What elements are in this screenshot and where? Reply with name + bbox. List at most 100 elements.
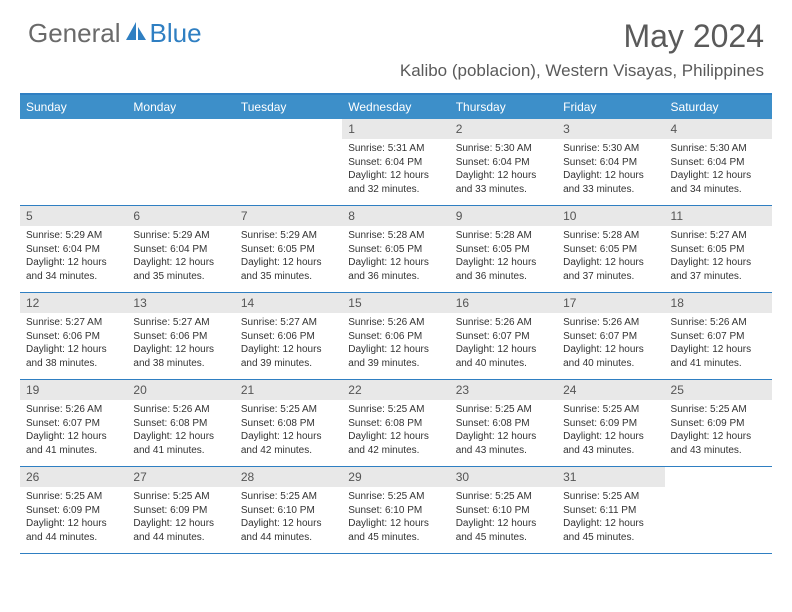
day-body: Sunrise: 5:27 AMSunset: 6:05 PMDaylight:…: [665, 226, 772, 289]
day-body: Sunrise: 5:25 AMSunset: 6:08 PMDaylight:…: [235, 400, 342, 463]
sunrise-line: Sunrise: 5:26 AM: [26, 403, 121, 417]
daylight-line: Daylight: 12 hours and 36 minutes.: [456, 256, 551, 283]
sunrise-line: Sunrise: 5:25 AM: [26, 490, 121, 504]
day-number: 23: [450, 380, 557, 400]
day-body: Sunrise: 5:29 AMSunset: 6:05 PMDaylight:…: [235, 226, 342, 289]
day-cell: 19Sunrise: 5:26 AMSunset: 6:07 PMDayligh…: [20, 380, 127, 466]
daylight-line: Daylight: 12 hours and 45 minutes.: [456, 517, 551, 544]
sunrise-line: Sunrise: 5:26 AM: [671, 316, 766, 330]
day-cell: 28Sunrise: 5:25 AMSunset: 6:10 PMDayligh…: [235, 467, 342, 553]
day-cell: 5Sunrise: 5:29 AMSunset: 6:04 PMDaylight…: [20, 206, 127, 292]
sunrise-line: Sunrise: 5:27 AM: [241, 316, 336, 330]
day-cell: 15Sunrise: 5:26 AMSunset: 6:06 PMDayligh…: [342, 293, 449, 379]
sunset-line: Sunset: 6:05 PM: [348, 243, 443, 257]
sunset-line: Sunset: 6:06 PM: [26, 330, 121, 344]
daylight-line: Daylight: 12 hours and 43 minutes.: [671, 430, 766, 457]
sunrise-line: Sunrise: 5:25 AM: [348, 490, 443, 504]
day-number: 29: [342, 467, 449, 487]
day-body: Sunrise: 5:25 AMSunset: 6:08 PMDaylight:…: [450, 400, 557, 463]
day-body: Sunrise: 5:25 AMSunset: 6:10 PMDaylight:…: [450, 487, 557, 550]
sunset-line: Sunset: 6:08 PM: [133, 417, 228, 431]
daylight-line: Daylight: 12 hours and 34 minutes.: [26, 256, 121, 283]
sunset-line: Sunset: 6:04 PM: [563, 156, 658, 170]
sunrise-line: Sunrise: 5:25 AM: [671, 403, 766, 417]
day-body: Sunrise: 5:26 AMSunset: 6:06 PMDaylight:…: [342, 313, 449, 376]
day-cell: 20Sunrise: 5:26 AMSunset: 6:08 PMDayligh…: [127, 380, 234, 466]
daylight-line: Daylight: 12 hours and 41 minutes.: [133, 430, 228, 457]
day-cell: 8Sunrise: 5:28 AMSunset: 6:05 PMDaylight…: [342, 206, 449, 292]
sunset-line: Sunset: 6:07 PM: [563, 330, 658, 344]
day-number: 22: [342, 380, 449, 400]
daylight-line: Daylight: 12 hours and 37 minutes.: [671, 256, 766, 283]
day-cell: 12Sunrise: 5:27 AMSunset: 6:06 PMDayligh…: [20, 293, 127, 379]
day-number: 27: [127, 467, 234, 487]
sunset-line: Sunset: 6:07 PM: [671, 330, 766, 344]
day-header: Sunday: [20, 95, 127, 119]
sunrise-line: Sunrise: 5:27 AM: [133, 316, 228, 330]
day-number: 3: [557, 119, 664, 139]
day-number: 24: [557, 380, 664, 400]
daylight-line: Daylight: 12 hours and 35 minutes.: [241, 256, 336, 283]
sunrise-line: Sunrise: 5:28 AM: [456, 229, 551, 243]
daylight-line: Daylight: 12 hours and 40 minutes.: [563, 343, 658, 370]
daylight-line: Daylight: 12 hours and 44 minutes.: [26, 517, 121, 544]
day-cell: 24Sunrise: 5:25 AMSunset: 6:09 PMDayligh…: [557, 380, 664, 466]
day-cell: 21Sunrise: 5:25 AMSunset: 6:08 PMDayligh…: [235, 380, 342, 466]
daylight-line: Daylight: 12 hours and 45 minutes.: [348, 517, 443, 544]
sunrise-line: Sunrise: 5:29 AM: [133, 229, 228, 243]
title-block: May 2024 Kalibo (poblacion), Western Vis…: [400, 18, 764, 81]
day-body: Sunrise: 5:27 AMSunset: 6:06 PMDaylight:…: [20, 313, 127, 376]
daylight-line: Daylight: 12 hours and 42 minutes.: [241, 430, 336, 457]
daylight-line: Daylight: 12 hours and 33 minutes.: [456, 169, 551, 196]
sunset-line: Sunset: 6:06 PM: [348, 330, 443, 344]
sunrise-line: Sunrise: 5:28 AM: [563, 229, 658, 243]
sunrise-line: Sunrise: 5:30 AM: [671, 142, 766, 156]
week-row: 5Sunrise: 5:29 AMSunset: 6:04 PMDaylight…: [20, 206, 772, 293]
day-number: 10: [557, 206, 664, 226]
sunrise-line: Sunrise: 5:25 AM: [241, 403, 336, 417]
sunset-line: Sunset: 6:04 PM: [133, 243, 228, 257]
day-header: Friday: [557, 95, 664, 119]
daylight-line: Daylight: 12 hours and 43 minutes.: [456, 430, 551, 457]
day-header: Tuesday: [235, 95, 342, 119]
day-body: Sunrise: 5:29 AMSunset: 6:04 PMDaylight:…: [127, 226, 234, 289]
day-number: 31: [557, 467, 664, 487]
daylight-line: Daylight: 12 hours and 44 minutes.: [241, 517, 336, 544]
sunset-line: Sunset: 6:10 PM: [456, 504, 551, 518]
sunrise-line: Sunrise: 5:29 AM: [241, 229, 336, 243]
day-cell: 1Sunrise: 5:31 AMSunset: 6:04 PMDaylight…: [342, 119, 449, 205]
day-cell: 23Sunrise: 5:25 AMSunset: 6:08 PMDayligh…: [450, 380, 557, 466]
day-cell: [127, 119, 234, 205]
logo: General Blue: [28, 18, 202, 49]
sunrise-line: Sunrise: 5:26 AM: [133, 403, 228, 417]
day-body: Sunrise: 5:30 AMSunset: 6:04 PMDaylight:…: [557, 139, 664, 202]
day-number: 25: [665, 380, 772, 400]
daylight-line: Daylight: 12 hours and 39 minutes.: [241, 343, 336, 370]
daylight-line: Daylight: 12 hours and 34 minutes.: [671, 169, 766, 196]
calendar: SundayMondayTuesdayWednesdayThursdayFrid…: [20, 93, 772, 554]
sunrise-line: Sunrise: 5:25 AM: [563, 490, 658, 504]
day-body: Sunrise: 5:25 AMSunset: 6:08 PMDaylight:…: [342, 400, 449, 463]
daylight-line: Daylight: 12 hours and 32 minutes.: [348, 169, 443, 196]
sunrise-line: Sunrise: 5:27 AM: [26, 316, 121, 330]
sunset-line: Sunset: 6:04 PM: [456, 156, 551, 170]
day-header: Wednesday: [342, 95, 449, 119]
week-row: 19Sunrise: 5:26 AMSunset: 6:07 PMDayligh…: [20, 380, 772, 467]
day-body: Sunrise: 5:25 AMSunset: 6:11 PMDaylight:…: [557, 487, 664, 550]
sunset-line: Sunset: 6:07 PM: [456, 330, 551, 344]
sunrise-line: Sunrise: 5:30 AM: [456, 142, 551, 156]
daylight-line: Daylight: 12 hours and 41 minutes.: [671, 343, 766, 370]
week-row: 26Sunrise: 5:25 AMSunset: 6:09 PMDayligh…: [20, 467, 772, 554]
daylight-line: Daylight: 12 hours and 41 minutes.: [26, 430, 121, 457]
week-row: 12Sunrise: 5:27 AMSunset: 6:06 PMDayligh…: [20, 293, 772, 380]
sunrise-line: Sunrise: 5:25 AM: [456, 403, 551, 417]
day-number: 12: [20, 293, 127, 313]
day-number: 9: [450, 206, 557, 226]
sunset-line: Sunset: 6:05 PM: [456, 243, 551, 257]
daylight-line: Daylight: 12 hours and 38 minutes.: [26, 343, 121, 370]
sunrise-line: Sunrise: 5:26 AM: [456, 316, 551, 330]
day-body: Sunrise: 5:25 AMSunset: 6:09 PMDaylight:…: [665, 400, 772, 463]
sunset-line: Sunset: 6:10 PM: [241, 504, 336, 518]
sunset-line: Sunset: 6:09 PM: [671, 417, 766, 431]
sunset-line: Sunset: 6:04 PM: [26, 243, 121, 257]
